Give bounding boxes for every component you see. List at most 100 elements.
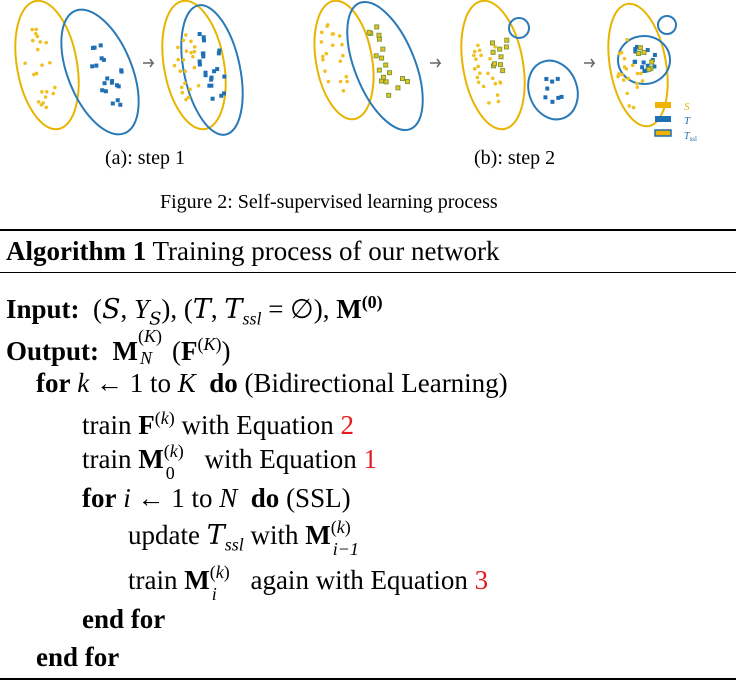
again-with-equation-text: again with Equation (250, 565, 468, 595)
train-word: train (128, 565, 178, 595)
source-point (488, 56, 492, 61)
target-point (545, 86, 550, 91)
target-point (90, 45, 95, 50)
source-point (476, 64, 480, 69)
target-point (103, 89, 108, 94)
source-point (321, 58, 325, 62)
target-point (207, 83, 212, 88)
ssl-point (641, 50, 647, 56)
equation-ref-3[interactable]: 3 (474, 565, 489, 595)
source-point (184, 97, 188, 102)
ssl-point (490, 49, 496, 55)
target-point (197, 62, 202, 67)
source-point (617, 51, 622, 56)
target-point (201, 35, 206, 40)
ssl-point (366, 29, 372, 35)
source-point (34, 71, 39, 76)
algo-input-line: Input: (S, YS), (T, Tssl = ∅), M(0) (6, 287, 383, 334)
source-point (330, 43, 335, 48)
source-point (496, 99, 501, 104)
source-point (30, 27, 34, 32)
with-word: with (250, 520, 299, 550)
source-point (341, 53, 345, 58)
source-point (344, 74, 349, 79)
source-point (323, 69, 327, 73)
source-point (635, 71, 640, 76)
source-point (472, 53, 476, 58)
target-point (98, 43, 103, 48)
equation-ref-1[interactable]: 1 (363, 444, 377, 474)
source-point (498, 81, 503, 85)
arrow-icon (143, 58, 155, 68)
ssl-point (489, 40, 495, 46)
legend-label-tssl: Tssl (684, 131, 697, 143)
ssl-point (386, 92, 392, 98)
algo-train-mi-line: train M (k) i again with Equation 3 (128, 562, 489, 604)
target-point (115, 98, 120, 103)
legend-label-s: S (684, 101, 690, 113)
source-point (188, 87, 192, 92)
caption-step1: (a): step 1 (105, 147, 185, 169)
source-point (186, 95, 191, 100)
source-point (490, 76, 495, 81)
ssl-point (379, 55, 385, 61)
source-point (192, 45, 197, 49)
source-point (319, 30, 324, 35)
source-point (622, 65, 627, 69)
source-point (487, 101, 491, 105)
algo-output-line: Output: M (K) N (F(K)) (6, 326, 231, 368)
algo-end-for-outer: end for (36, 642, 120, 672)
source-point (481, 84, 486, 89)
source-point (635, 85, 640, 89)
source-point (179, 85, 184, 90)
ssl-point (636, 51, 642, 57)
source-point (477, 48, 482, 53)
source-point (476, 80, 481, 85)
ssl-point (649, 59, 655, 65)
target-point (634, 44, 639, 49)
source-point (184, 49, 189, 53)
update-word: update (128, 520, 200, 550)
source-point (183, 81, 187, 86)
algorithm-header-rule (0, 272, 736, 273)
ssl-point (504, 37, 510, 43)
target-point (543, 95, 548, 100)
source-point (486, 71, 490, 76)
source-point (635, 81, 639, 86)
train-word: train (82, 410, 132, 440)
source-point (338, 59, 343, 63)
target-point (102, 81, 107, 86)
source-point (475, 75, 480, 80)
ssl-point (404, 79, 410, 85)
ssl-point (646, 66, 652, 72)
source-point (479, 53, 483, 58)
source-point (630, 63, 635, 68)
source-point (622, 56, 627, 61)
source-point (189, 39, 193, 44)
arrow-icon (584, 58, 596, 68)
target-point (645, 63, 650, 68)
source-point (48, 60, 52, 65)
target-point (556, 95, 561, 100)
source-point (44, 105, 49, 110)
equation-ref-2[interactable]: 2 (340, 410, 354, 440)
target-point (642, 68, 647, 73)
target-point (118, 102, 123, 107)
ssl-point (498, 62, 504, 68)
algo-for-i-line: for i ← 1 to N do (SSL) (82, 483, 351, 513)
source-point (172, 63, 177, 68)
target-point (119, 69, 124, 74)
source-point (493, 44, 497, 49)
ssl-point (503, 44, 509, 50)
source-point (41, 101, 45, 105)
algorithm-label: Algorithm 1 (6, 236, 147, 266)
panel-a-step1-after (161, 0, 244, 136)
input-keyword: Input: (6, 294, 80, 324)
source-point (474, 57, 478, 61)
source-point (44, 40, 48, 45)
source-point (181, 38, 186, 43)
target-point (203, 73, 208, 78)
source-point (321, 54, 325, 59)
target-point (212, 69, 217, 74)
source-point (176, 45, 180, 50)
